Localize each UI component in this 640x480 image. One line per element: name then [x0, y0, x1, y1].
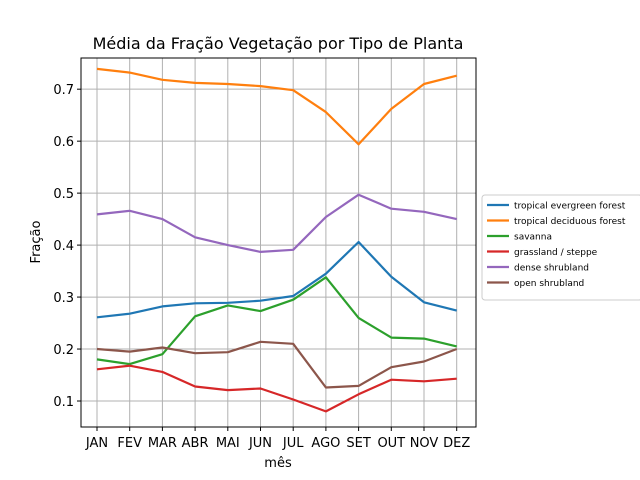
- y-axis-label: Fração: [29, 221, 44, 264]
- series-line: [96, 364, 457, 413]
- grid: [81, 58, 476, 427]
- series-line: [96, 193, 457, 253]
- x-tick-label: OUT: [377, 436, 405, 451]
- x-tick-label: JUL: [282, 436, 304, 451]
- legend-label: savanna: [514, 233, 552, 243]
- legend-label: tropical evergreen forest: [514, 202, 626, 212]
- chart-title: Média da Fração Vegetação por Tipo de Pl…: [93, 34, 464, 53]
- y-tick-label: 0.7: [53, 83, 74, 98]
- x-tick-label: JUN: [248, 436, 272, 451]
- legend-label: open shrubland: [514, 279, 584, 289]
- x-tick-label: NOV: [410, 436, 439, 451]
- x-tick-label: MAI: [216, 436, 240, 451]
- x-tick-label: AGO: [311, 436, 340, 451]
- y-axis: 0.1 0.2 0.3 0.4 0.5 0.6 0.7: [53, 83, 81, 410]
- y-tick-label: 0.4: [53, 239, 74, 254]
- x-tick-label: SET: [346, 436, 370, 451]
- legend-label: tropical deciduous forest: [514, 217, 626, 227]
- legend-label: dense shrubland: [514, 264, 589, 274]
- y-tick-label: 0.5: [53, 187, 74, 202]
- x-axis-label: mês: [264, 456, 292, 471]
- y-tick-label: 0.3: [53, 291, 74, 306]
- y-tick-label: 0.1: [53, 395, 74, 410]
- x-tick-label: ABR: [182, 436, 209, 451]
- y-tick-label: 0.6: [53, 135, 74, 150]
- plot-frame: [80, 57, 477, 428]
- series-line: [96, 276, 457, 366]
- series-line: [96, 240, 457, 319]
- series-lines: [96, 67, 458, 413]
- y-tick-label: 0.2: [53, 343, 74, 358]
- legend-box: [481, 194, 640, 301]
- legend: tropical evergreen forest tropical decidu…: [481, 194, 640, 301]
- series-line: [96, 340, 458, 389]
- x-tick-label: DEZ: [443, 436, 470, 451]
- x-tick-label: MAR: [148, 436, 177, 451]
- x-tick-label: JAN: [85, 436, 108, 451]
- series-line: [96, 67, 457, 146]
- x-tick-label: FEV: [117, 436, 142, 451]
- x-axis: JAN FEV MAR ABR MAI JUN JUL AGO SET OUT NOV DEZ: [85, 427, 470, 451]
- legend-label: grassland / steppe: [514, 248, 598, 258]
